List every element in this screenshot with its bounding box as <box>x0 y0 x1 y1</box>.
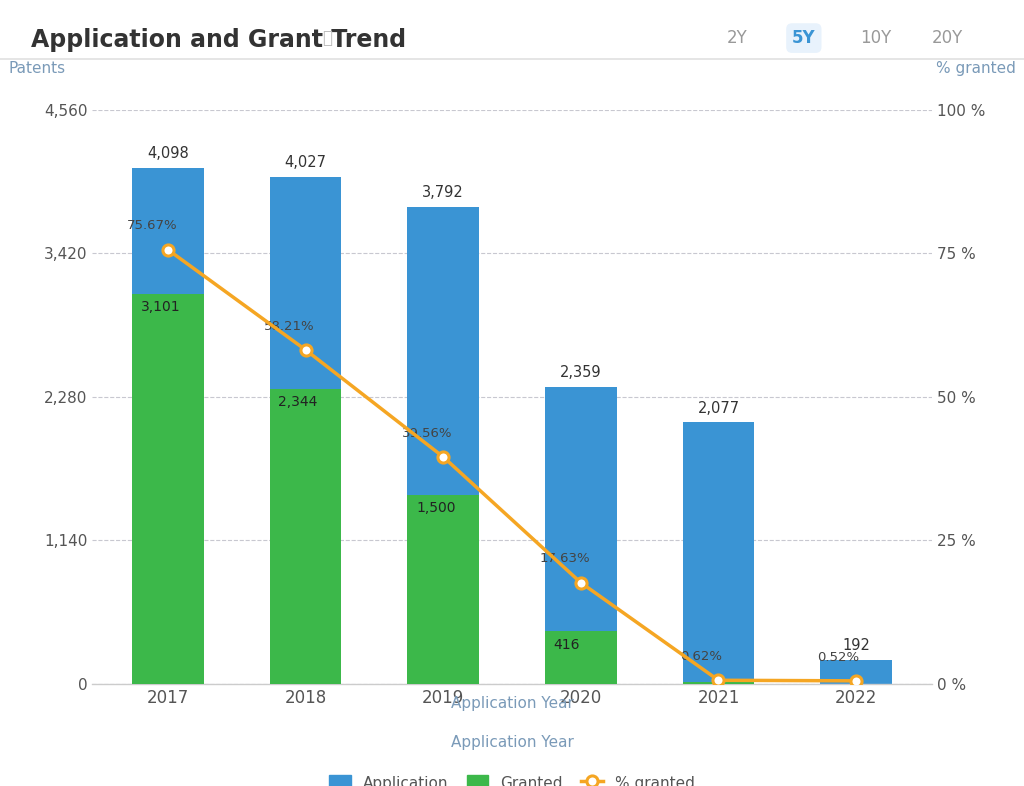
Bar <box>132 168 204 684</box>
Text: 0.52%: 0.52% <box>817 651 860 663</box>
Text: 192: 192 <box>842 637 870 652</box>
Text: ⓘ: ⓘ <box>323 29 333 47</box>
Text: 4,098: 4,098 <box>147 146 188 161</box>
Text: 10Y: 10Y <box>860 29 891 47</box>
Bar <box>132 294 204 684</box>
Text: Patents: Patents <box>8 61 66 75</box>
Text: 2Y: 2Y <box>727 29 748 47</box>
Text: 0.62%: 0.62% <box>680 650 722 663</box>
Bar <box>269 389 341 684</box>
Bar <box>683 682 755 684</box>
Text: 2,344: 2,344 <box>279 395 317 410</box>
Legend: Application, Granted, % granted: Application, Granted, % granted <box>324 769 700 786</box>
Text: 75.67%: 75.67% <box>127 219 177 233</box>
Text: 20Y: 20Y <box>932 29 963 47</box>
Bar <box>408 495 479 684</box>
Bar <box>820 659 892 684</box>
Text: 5Y: 5Y <box>792 29 816 47</box>
Text: 3,792: 3,792 <box>422 185 464 200</box>
Text: 3,101: 3,101 <box>140 300 180 314</box>
Text: 2,359: 2,359 <box>560 365 602 380</box>
Text: 58.21%: 58.21% <box>264 320 314 332</box>
Bar <box>269 177 341 684</box>
Text: 2,077: 2,077 <box>697 401 739 416</box>
Bar <box>683 422 755 684</box>
Bar <box>545 631 616 684</box>
Bar <box>545 387 616 684</box>
Text: Application Year: Application Year <box>451 735 573 750</box>
Text: 39.56%: 39.56% <box>401 427 453 439</box>
Text: 416: 416 <box>554 637 581 652</box>
Text: % granted: % granted <box>936 61 1016 75</box>
Text: 17.63%: 17.63% <box>540 553 590 565</box>
Text: 1,500: 1,500 <box>416 501 456 516</box>
Text: 4,027: 4,027 <box>285 155 327 171</box>
Text: Application and Grant Trend: Application and Grant Trend <box>31 28 406 52</box>
Text: Application Year: Application Year <box>451 696 573 711</box>
Bar <box>408 207 479 684</box>
